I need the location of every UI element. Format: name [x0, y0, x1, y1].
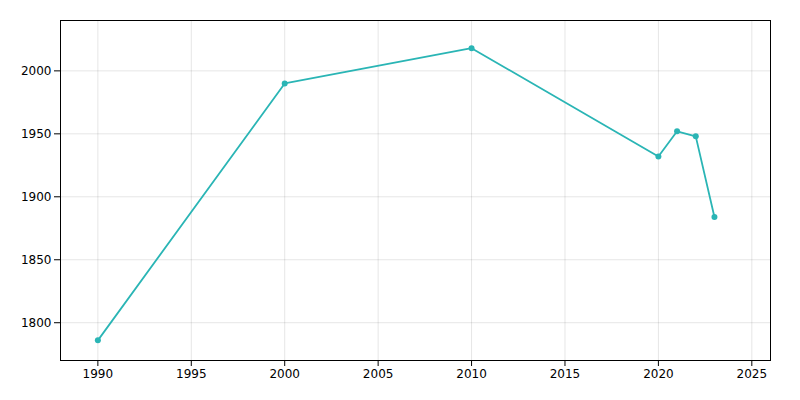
- svg-text:1950: 1950: [21, 127, 52, 141]
- svg-text:2015: 2015: [550, 367, 581, 381]
- svg-text:1990: 1990: [83, 367, 114, 381]
- svg-text:2020: 2020: [643, 367, 674, 381]
- svg-text:1850: 1850: [21, 253, 52, 267]
- svg-text:2010: 2010: [456, 367, 487, 381]
- svg-text:2005: 2005: [363, 367, 394, 381]
- svg-text:1995: 1995: [176, 367, 207, 381]
- svg-text:1800: 1800: [21, 316, 52, 330]
- svg-text:2000: 2000: [21, 64, 52, 78]
- svg-text:2000: 2000: [269, 367, 300, 381]
- svg-text:2025: 2025: [737, 367, 768, 381]
- svg-text:1900: 1900: [21, 190, 52, 204]
